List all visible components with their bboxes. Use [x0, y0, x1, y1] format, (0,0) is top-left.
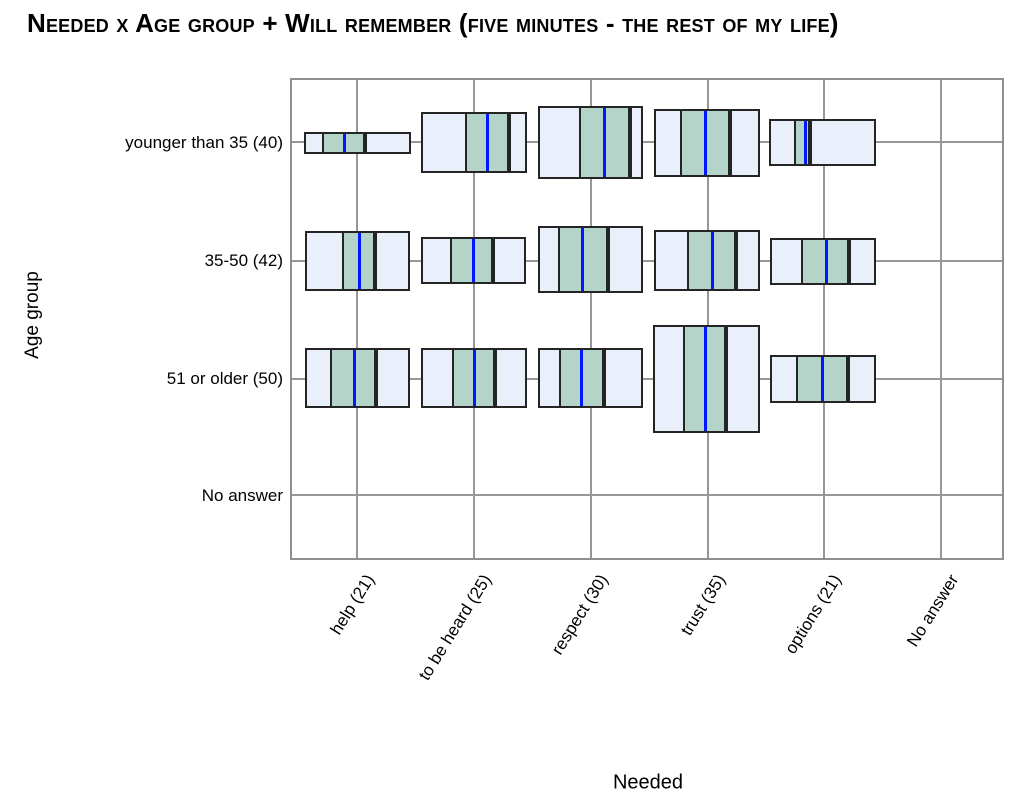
h-gridline: [290, 494, 1004, 496]
y-axis-title: Age group: [22, 271, 43, 359]
boxplot-median-line: [485, 114, 489, 171]
y-tick-label: 51 or older (50): [166, 368, 283, 388]
v-gridline: [707, 78, 709, 560]
y-tick-label: No answer: [201, 486, 283, 505]
h-gridline: [290, 377, 1004, 380]
boxplot-iqr: [557, 226, 610, 293]
boxplot-median-line: [579, 350, 583, 406]
boxplot-median-line: [803, 121, 807, 164]
boxplot-median-line: [472, 350, 476, 406]
boxplot-median-line: [703, 111, 707, 175]
boxplot-median-line: [704, 327, 707, 431]
h-gridline: [290, 259, 1004, 262]
y-tick-label: younger than 35 (40): [125, 133, 283, 152]
chart-title: Needed x Age group + Will remember (five…: [27, 8, 839, 38]
plot-frame: [290, 78, 1004, 560]
boxplot-median-line: [580, 228, 584, 291]
v-gridline: [356, 78, 358, 560]
boxplot-median-line: [824, 239, 828, 283]
boxplot-cell: [768, 119, 876, 166]
y-tick-label: 35-50 (42): [204, 251, 283, 270]
h-gridline: [290, 141, 1004, 143]
x-tick-label: help (21): [326, 571, 379, 638]
x-tick-label: trust (35): [676, 571, 730, 639]
v-gridline: [940, 78, 942, 560]
v-gridline: [473, 78, 475, 560]
boxplot-median-line: [821, 357, 824, 401]
v-gridline: [590, 78, 592, 560]
boxplot-iqr: [794, 119, 812, 166]
x-tick-label: options (21): [781, 571, 846, 658]
boxplot-median-line: [711, 232, 714, 289]
x-tick-label: respect (30): [547, 571, 613, 658]
boxplot-median-line: [342, 134, 346, 152]
x-tick-label: to be heard (25): [414, 571, 496, 684]
boxplot-median-line: [352, 350, 356, 406]
v-gridline: [823, 78, 825, 560]
x-tick-label: No answer: [902, 571, 963, 650]
boxplot-median-line: [603, 108, 606, 177]
boxplot-median-line: [472, 239, 475, 282]
x-axis-title: Needed: [612, 771, 684, 794]
boxplot-median-line: [357, 233, 361, 289]
